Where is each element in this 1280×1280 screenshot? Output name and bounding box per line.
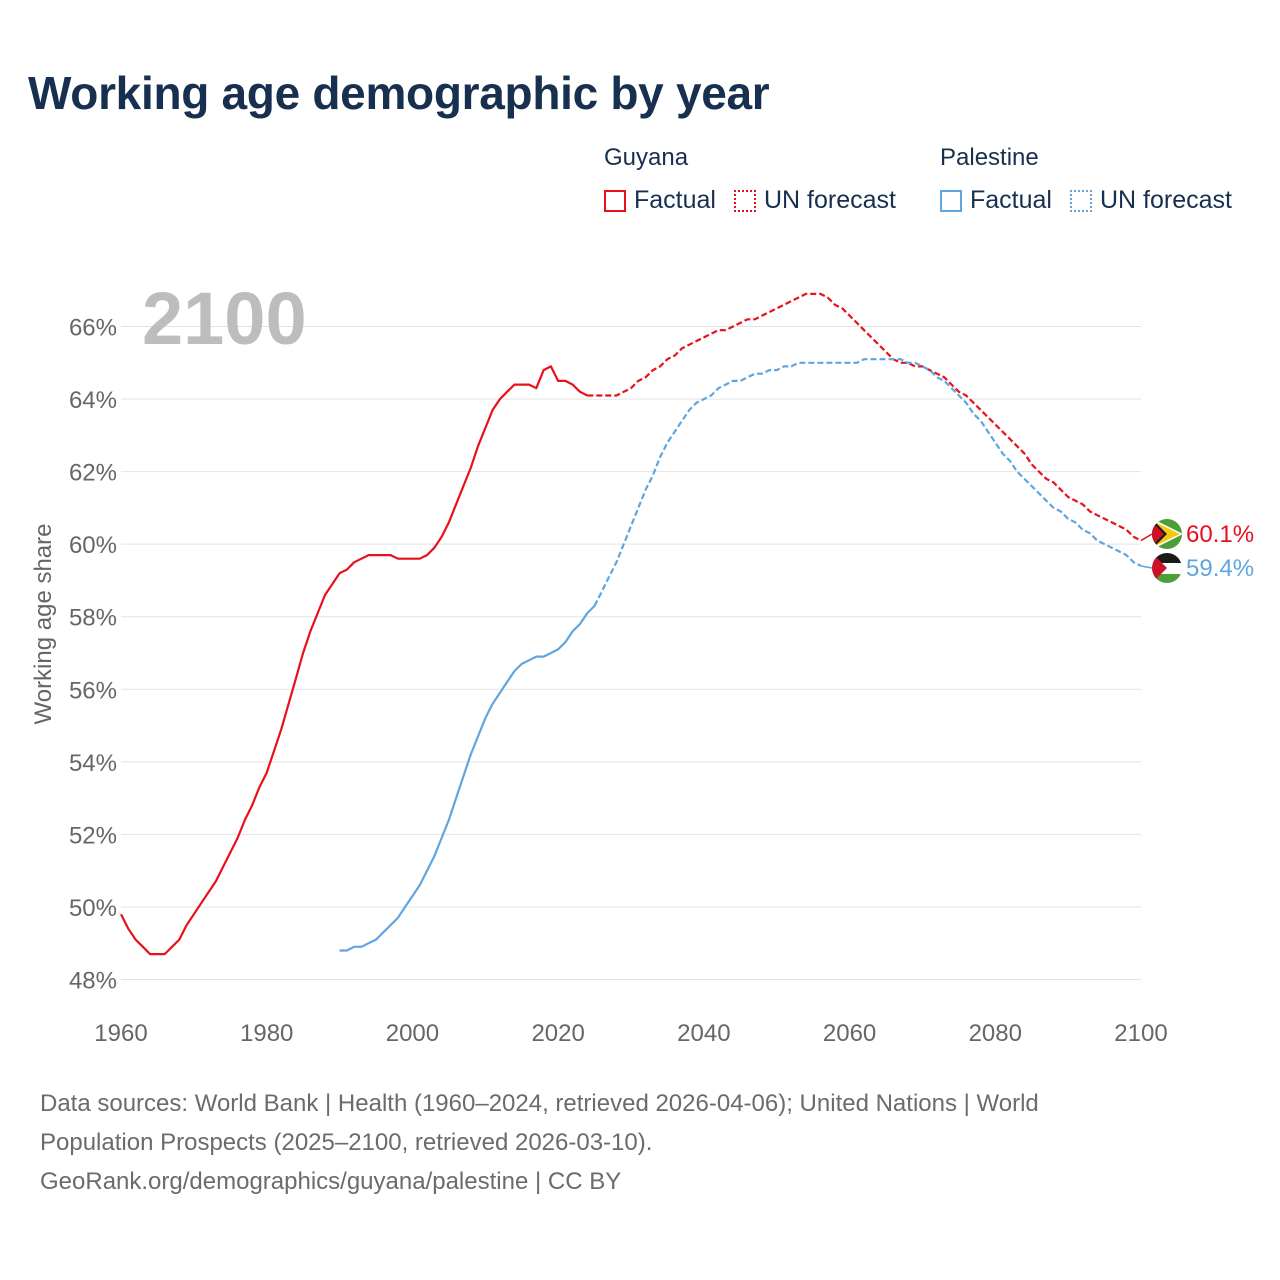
chart-title: Working age demographic by year bbox=[28, 67, 770, 119]
footer: Data sources: World Bank | Health (1960–… bbox=[40, 1084, 1240, 1201]
legend-heading-palestine: Palestine bbox=[940, 144, 1039, 171]
x-axis: 1960 1980 2000 2020 2040 2060 2080 2100 bbox=[94, 1020, 1167, 1047]
x-tick-label: 1960 bbox=[94, 1020, 147, 1047]
swatch-palestine-forecast bbox=[1069, 189, 1092, 212]
y-tick-label: 50% bbox=[69, 895, 117, 922]
legend-label-palestine-factual: Factual bbox=[970, 186, 1052, 214]
y-axis-label: Working age share bbox=[30, 524, 57, 725]
y-axis: 48% 50% 52% 54% 56% 58% 60% 62% 64% 66% bbox=[69, 315, 117, 995]
y-tick-label: 66% bbox=[69, 315, 117, 342]
legend-label-guyana-factual: Factual bbox=[634, 186, 716, 214]
gridlines bbox=[121, 326, 1141, 980]
series-line-guyana-forecast[interactable] bbox=[587, 292, 1142, 542]
y-tick-label: 48% bbox=[69, 967, 117, 994]
x-tick-label: 1980 bbox=[240, 1020, 293, 1047]
y-tick-label: 58% bbox=[69, 605, 117, 632]
footer-attribution[interactable]: GeoRank.org/demographics/guyana/palestin… bbox=[40, 1168, 622, 1195]
footer-source-line-1: Data sources: World Bank | Health (1960–… bbox=[40, 1090, 1039, 1117]
legend-item-palestine-forecast[interactable]: UN forecast bbox=[1069, 186, 1232, 215]
swatch-palestine-factual bbox=[940, 189, 962, 212]
y-tick-label: 60% bbox=[69, 532, 117, 559]
legend-item-guyana-forecast[interactable]: UN forecast bbox=[733, 186, 896, 215]
guyana-flag-icon bbox=[1152, 519, 1182, 549]
legend-palestine: Palestine Factual UN forecast bbox=[940, 144, 1250, 215]
end-label-palestine: 59.4% bbox=[1186, 555, 1254, 582]
y-tick-label: 52% bbox=[69, 822, 117, 849]
legend-label-guyana-forecast: UN forecast bbox=[763, 186, 896, 214]
year-label: 2100 bbox=[142, 277, 307, 360]
y-tick-label: 56% bbox=[69, 677, 117, 704]
legend-guyana: Guyana Factual UN forecast bbox=[604, 144, 914, 215]
y-tick-label: 64% bbox=[69, 387, 117, 414]
x-tick-label: 2020 bbox=[531, 1020, 584, 1047]
x-tick-label: 2040 bbox=[677, 1020, 730, 1047]
x-tick-label: 2060 bbox=[823, 1020, 876, 1047]
end-connector-guyana bbox=[1140, 533, 1153, 542]
x-tick-label: 2100 bbox=[1114, 1020, 1167, 1047]
series-line-guyana-factual[interactable] bbox=[120, 365, 588, 956]
legend-label-palestine-forecast: UN forecast bbox=[1099, 186, 1232, 214]
x-tick-label: 2080 bbox=[969, 1020, 1022, 1047]
series-layer bbox=[120, 292, 1153, 956]
legend-item-palestine-factual[interactable]: Factual bbox=[940, 186, 1052, 215]
series-line-palestine-factual[interactable] bbox=[339, 605, 596, 952]
end-label-guyana: 60.1% bbox=[1186, 521, 1254, 548]
swatch-guyana-factual bbox=[604, 189, 626, 212]
series-line-palestine-forecast[interactable] bbox=[593, 358, 1142, 607]
y-tick-label: 54% bbox=[69, 750, 117, 777]
x-tick-label: 2000 bbox=[386, 1020, 439, 1047]
end-connector-palestine bbox=[1140, 565, 1153, 569]
y-tick-label: 62% bbox=[69, 460, 117, 487]
legend-item-guyana-factual[interactable]: Factual bbox=[604, 186, 716, 215]
swatch-guyana-forecast bbox=[733, 189, 756, 212]
palestine-flag-icon bbox=[1152, 553, 1182, 583]
footer-source-line-2: Population Prospects (2025–2100, retriev… bbox=[40, 1129, 653, 1156]
legend-heading-guyana: Guyana bbox=[604, 144, 689, 171]
